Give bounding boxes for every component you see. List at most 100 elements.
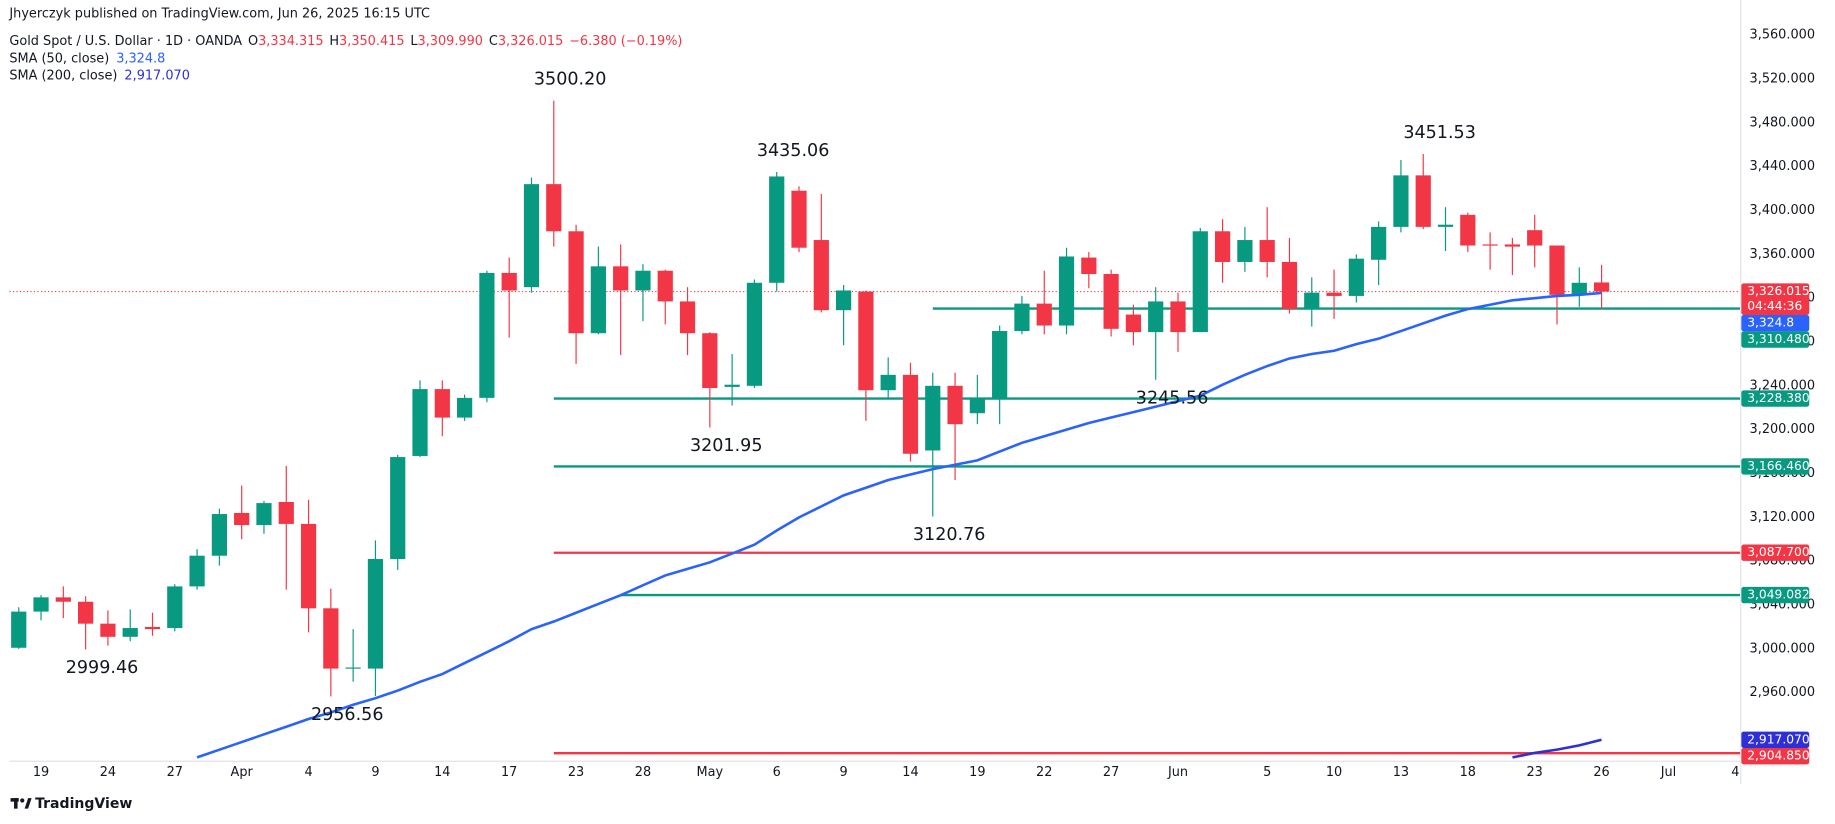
y-tick-label: 3,200.000 — [1750, 422, 1815, 437]
price-label-box — [1741, 747, 1810, 765]
tv-logo: TradingView — [10, 796, 132, 812]
candle-body — [1527, 230, 1543, 246]
candle-body — [1437, 224, 1454, 227]
candle-body — [345, 667, 361, 669]
x-tick-label: 5 — [1263, 765, 1271, 780]
candle-body — [858, 291, 874, 391]
price-label-text: 3,310.480 — [1747, 332, 1809, 346]
indicator-legend: SMA (50, close) 3,324.8 — [9, 51, 165, 66]
candle-body — [144, 626, 161, 630]
candle-body — [1571, 282, 1587, 295]
x-tick-label: 18 — [1460, 765, 1476, 780]
price-label-text: 04:44:36 — [1747, 299, 1802, 313]
x-tick-label: 26 — [1593, 765, 1609, 780]
candle-body — [1504, 244, 1521, 247]
y-tick-label: 3,480.000 — [1750, 115, 1815, 130]
candle-body — [323, 608, 339, 669]
candle-body — [211, 514, 227, 556]
candle-body — [1214, 231, 1231, 262]
candle-body — [78, 601, 94, 624]
x-tick-label: 9 — [371, 765, 379, 780]
indicator-value: 2,917.070 — [124, 68, 189, 83]
ohlc-value: 3,350.415 — [339, 33, 404, 48]
indicator-name: SMA (200, close) — [9, 68, 117, 83]
candle-body — [1125, 314, 1142, 333]
candle-body — [1326, 292, 1342, 296]
ohlc-value: 3,326.015 — [498, 33, 563, 48]
x-tick-label: 6 — [773, 765, 781, 780]
price-annotation: 3120.76 — [913, 525, 986, 545]
ohlc-value: 3,309.990 — [418, 33, 483, 48]
price-label-box — [1741, 331, 1810, 348]
price-label-box — [1741, 390, 1810, 407]
x-tick-label: 27 — [167, 765, 183, 780]
candle-body — [189, 555, 205, 587]
candle-body — [434, 389, 450, 418]
y-tick-label: 2,960.000 — [1750, 685, 1815, 700]
published-note: Jhyerczyk published on TradingView.com, … — [8, 7, 430, 22]
candle-body — [1460, 214, 1476, 246]
candle-body — [1237, 240, 1253, 262]
candle-body — [657, 270, 673, 302]
x-tick-label: 4 — [304, 765, 312, 780]
y-tick-label: 3,520.000 — [1750, 71, 1815, 86]
candle-body — [590, 266, 606, 334]
candle-body — [1081, 257, 1097, 275]
candle-body — [746, 282, 763, 386]
x-tick-label: 4 — [1731, 765, 1739, 780]
candle-body — [1036, 303, 1052, 326]
candle-body — [523, 184, 540, 288]
y-tick-label: 3,440.000 — [1750, 159, 1815, 174]
indicator-line — [1512, 738, 1602, 759]
price-label-box — [1741, 586, 1810, 604]
candle-body — [546, 184, 562, 232]
ohlc-key: O — [248, 33, 258, 48]
x-tick-label: Apr — [231, 765, 254, 780]
candle-body — [33, 597, 49, 612]
x-tick-label: 14 — [902, 765, 918, 780]
x-tick-label: 9 — [840, 765, 848, 780]
price-label-text: 3,324.8 — [1747, 316, 1794, 330]
candle-body — [11, 611, 27, 648]
x-tick-label: Jul — [1660, 765, 1677, 780]
price-annotation: 3451.53 — [1403, 123, 1476, 143]
candle-body — [100, 623, 116, 637]
price-label-box — [1741, 458, 1810, 475]
candle-body — [122, 628, 138, 637]
tv-logo-text: TradingView — [35, 796, 132, 812]
ohlc-key: H — [329, 33, 339, 48]
candle-body — [1415, 175, 1431, 227]
price-annotation: 2999.46 — [66, 658, 139, 678]
price-label-text: 3,087.700 — [1747, 545, 1809, 559]
x-tick-label: 19 — [33, 765, 49, 780]
candle-body — [234, 512, 250, 526]
x-tick-label: 28 — [635, 765, 651, 780]
candle-body — [969, 397, 985, 414]
candle-body — [769, 176, 785, 283]
candle-body — [813, 240, 829, 311]
price-label-box — [1741, 314, 1810, 332]
indicator-line — [196, 291, 1602, 759]
x-tick-label: 23 — [568, 765, 584, 780]
price-annotation: 3201.95 — [690, 436, 763, 456]
x-tick-label: 19 — [969, 765, 985, 780]
candle-body — [880, 374, 896, 391]
ohlc-key: C — [489, 33, 498, 48]
candle-body — [1549, 245, 1565, 295]
x-tick-label: May — [697, 765, 724, 780]
plot-area: 3500.20 3435.06 3451.53 3201.95 3245.56 3120.… — [9, 70, 1741, 759]
y-tick-label: 3,560.000 — [1750, 28, 1815, 43]
candle-body — [724, 384, 740, 387]
candle-body — [568, 231, 584, 334]
price-label-box — [1741, 544, 1810, 561]
candle-body — [1192, 231, 1208, 333]
x-tick-label: 27 — [1103, 765, 1119, 780]
candle-body — [1170, 301, 1186, 333]
candle-body — [412, 389, 428, 456]
y-tick-label: 3,240.000 — [1750, 378, 1815, 393]
symbol-title: Gold Spot / U.S. Dollar · 1D · OANDA — [9, 33, 242, 48]
candle-body — [791, 190, 807, 248]
